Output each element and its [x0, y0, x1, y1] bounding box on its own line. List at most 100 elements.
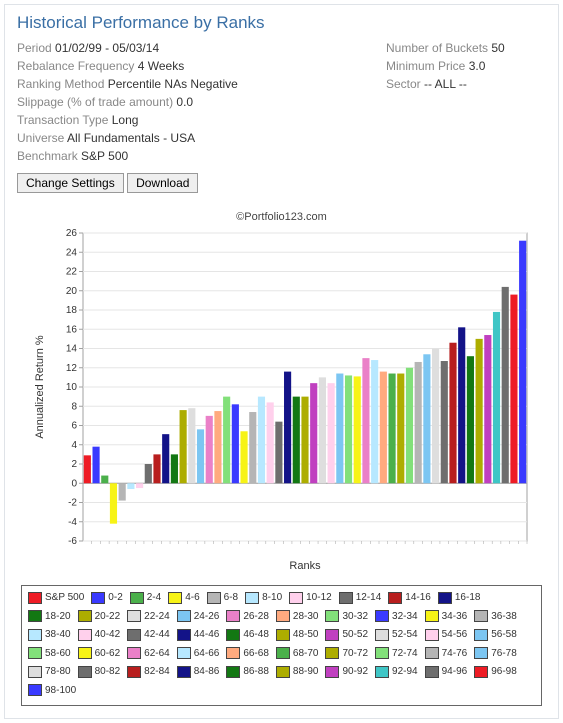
legend-item: 2-4 — [130, 590, 161, 605]
param-value: 4 Weeks — [138, 59, 184, 73]
action-buttons: Change Settings Download — [17, 173, 546, 193]
legend-item: 54-56 — [425, 627, 468, 642]
legend-item: 66-68 — [226, 646, 269, 661]
params-block: Period 01/02/99 - 05/03/14Rebalance Freq… — [17, 39, 546, 165]
param-label: Period — [17, 41, 55, 55]
legend-item: 18-20 — [28, 609, 71, 624]
legend-swatch — [78, 629, 92, 641]
param-label: Number of Buckets — [386, 41, 491, 55]
legend-swatch — [276, 629, 290, 641]
param-value: S&P 500 — [81, 149, 128, 163]
change-settings-button[interactable]: Change Settings — [17, 173, 124, 193]
param-row: Number of Buckets 50 — [386, 39, 546, 57]
legend-label: 64-66 — [194, 646, 220, 661]
legend-item: 52-54 — [375, 627, 418, 642]
param-row: Rebalance Frequency 4 Weeks — [17, 57, 374, 75]
legend-item: 64-66 — [177, 646, 220, 661]
legend-swatch — [425, 666, 439, 678]
legend-label: 38-40 — [45, 627, 71, 642]
legend-label: 18-20 — [45, 609, 71, 624]
legend-item: 50-52 — [325, 627, 368, 642]
svg-text:2: 2 — [71, 459, 77, 470]
legend-swatch — [474, 666, 488, 678]
legend-item: 78-80 — [28, 664, 71, 679]
param-row: Universe All Fundamentals - USA — [17, 129, 374, 147]
legend-item: 20-22 — [78, 609, 121, 624]
param-row: Period 01/02/99 - 05/03/14 — [17, 39, 374, 57]
legend-swatch — [28, 647, 42, 659]
legend-item: 34-36 — [425, 609, 468, 624]
legend-item: 30-32 — [325, 609, 368, 624]
param-row: Minimum Price 3.0 — [386, 57, 546, 75]
param-value: 01/02/99 - 05/03/14 — [55, 41, 159, 55]
legend-swatch — [28, 666, 42, 678]
legend-swatch — [425, 610, 439, 622]
legend-label: 8-10 — [262, 590, 282, 605]
svg-text:26: 26 — [65, 228, 77, 239]
legend-item: 72-74 — [375, 646, 418, 661]
legend-item: 26-28 — [226, 609, 269, 624]
legend-swatch — [375, 629, 389, 641]
param-label: Ranking Method — [17, 77, 108, 91]
legend-item: 16-18 — [438, 590, 481, 605]
svg-text:Annualized Return %: Annualized Return % — [34, 335, 46, 439]
legend-label: 66-68 — [243, 646, 269, 661]
legend-label: 80-82 — [95, 664, 121, 679]
legend-swatch — [425, 629, 439, 641]
svg-text:0: 0 — [71, 478, 77, 489]
param-row: Slippage (% of trade amount) 0.0 — [17, 93, 374, 111]
legend-swatch — [28, 610, 42, 622]
legend-swatch — [325, 647, 339, 659]
legend-swatch — [130, 592, 144, 604]
legend-swatch — [289, 592, 303, 604]
svg-text:4: 4 — [71, 440, 77, 451]
legend-swatch — [28, 629, 42, 641]
legend-label: 74-76 — [442, 646, 468, 661]
legend-item: 12-14 — [339, 590, 382, 605]
legend-label: 12-14 — [356, 590, 382, 605]
param-row: Transaction Type Long — [17, 111, 374, 129]
legend-swatch — [78, 666, 92, 678]
legend-swatch — [276, 610, 290, 622]
param-label: Benchmark — [17, 149, 81, 163]
legend-label: 98-100 — [45, 683, 76, 698]
param-label: Slippage (% of trade amount) — [17, 95, 176, 109]
legend-label: 60-62 — [95, 646, 121, 661]
legend-swatch — [226, 666, 240, 678]
legend-swatch — [425, 647, 439, 659]
legend-item: 22-24 — [127, 609, 170, 624]
legend-swatch — [325, 629, 339, 641]
svg-text:-2: -2 — [68, 498, 77, 509]
param-label: Rebalance Frequency — [17, 59, 138, 73]
legend-item: 74-76 — [425, 646, 468, 661]
legend-swatch — [325, 666, 339, 678]
legend-swatch — [177, 629, 191, 641]
legend-label: 42-44 — [144, 627, 170, 642]
svg-text:22: 22 — [65, 267, 77, 278]
legend-swatch — [339, 592, 353, 604]
legend-item: 46-48 — [226, 627, 269, 642]
legend-swatch — [375, 647, 389, 659]
legend-item: 8-10 — [245, 590, 282, 605]
legend-item: 48-50 — [276, 627, 319, 642]
legend-label: 20-22 — [95, 609, 121, 624]
legend-item: 68-70 — [276, 646, 319, 661]
ranks-bar-chart: -6-4-202468101214161820222426Annualized … — [27, 227, 537, 577]
legend-label: 84-86 — [194, 664, 220, 679]
legend-swatch — [127, 610, 141, 622]
param-value: Percentile NAs Negative — [108, 77, 238, 91]
legend-label: 72-74 — [392, 646, 418, 661]
legend-item: 96-98 — [474, 664, 517, 679]
legend-item: 94-96 — [425, 664, 468, 679]
legend-label: 56-58 — [491, 627, 517, 642]
legend-swatch — [375, 666, 389, 678]
legend-label: 14-16 — [405, 590, 431, 605]
param-row: Benchmark S&P 500 — [17, 147, 374, 165]
legend-label: 78-80 — [45, 664, 71, 679]
legend-swatch — [226, 647, 240, 659]
download-button[interactable]: Download — [127, 173, 198, 193]
legend-label: 26-28 — [243, 609, 269, 624]
legend-item: 28-30 — [276, 609, 319, 624]
legend-swatch — [177, 610, 191, 622]
legend-item: 24-26 — [177, 609, 220, 624]
